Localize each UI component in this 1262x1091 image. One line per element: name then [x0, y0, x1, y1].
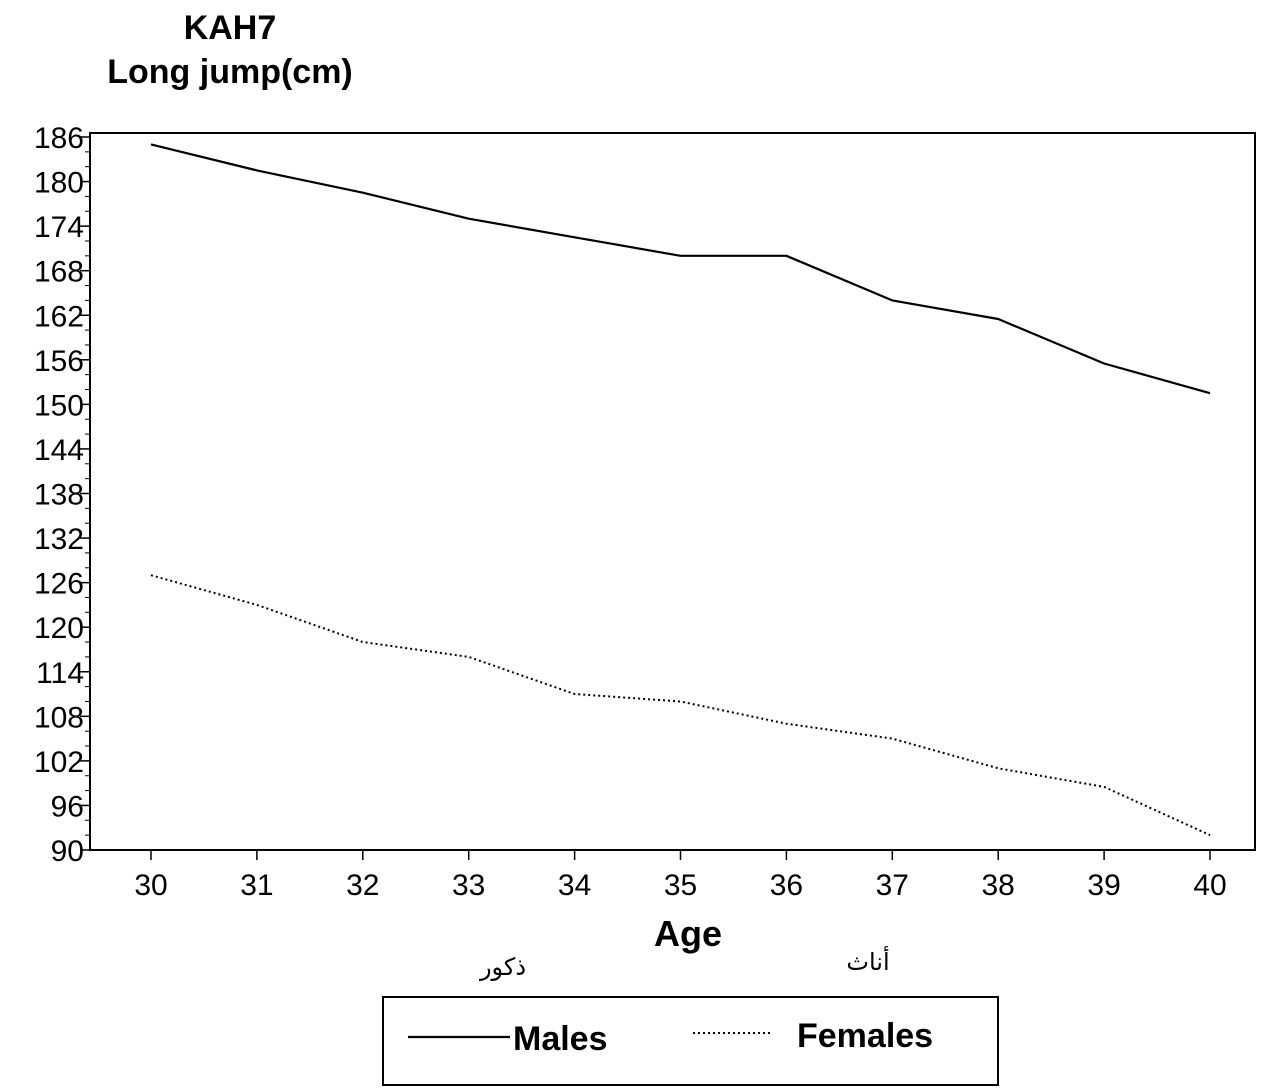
chart-title: KAH7	[183, 9, 277, 47]
x-tick-label: 37	[876, 869, 909, 902]
x-tick-label: 33	[452, 869, 485, 902]
x-tick-label: 30	[134, 869, 167, 902]
y-tick-label: 96	[51, 790, 84, 823]
legend-label-males: Males	[513, 1020, 608, 1058]
chart-subtitle: Long jump(cm)	[107, 53, 353, 91]
y-tick-label: 90	[51, 835, 84, 868]
x-tick-label: 31	[240, 869, 273, 902]
y-tick-label: 132	[34, 523, 84, 556]
y-tick-label: 108	[34, 701, 84, 734]
x-tick-label: 39	[1087, 869, 1120, 902]
series-line-males	[150, 143, 1211, 395]
males-arabic-label: ذكور	[479, 953, 526, 981]
x-tick-label: 38	[982, 869, 1015, 902]
x-tick-label: 32	[346, 869, 379, 902]
x-tick-label: 34	[558, 869, 591, 902]
legend-label-females: Females	[797, 1017, 933, 1055]
legend: Males Females	[382, 996, 999, 1086]
y-tick-label: 150	[34, 389, 84, 422]
y-tick-label: 168	[34, 256, 84, 289]
y-tick-label: 138	[34, 479, 84, 512]
y-tick-label: 114	[36, 657, 84, 690]
x-tick-label: 36	[770, 869, 803, 902]
y-tick-label: 144	[34, 434, 84, 467]
y-tick-label: 126	[34, 568, 84, 601]
y-tick-label: 102	[34, 746, 84, 779]
legend-box	[382, 996, 999, 1086]
y-tick-label: 156	[34, 345, 84, 378]
y-tick-label: 162	[34, 300, 84, 333]
x-axis-label: Age	[654, 913, 722, 954]
x-tick-label: 40	[1193, 869, 1226, 902]
y-tick-label: 186	[34, 122, 84, 155]
plot-area	[89, 132, 1256, 851]
y-tick-label: 120	[34, 612, 84, 645]
y-tick-label: 180	[34, 167, 84, 200]
series-line-females	[150, 574, 1211, 837]
females-arabic-label: أناث	[846, 946, 889, 976]
y-tick-label: 174	[34, 211, 84, 244]
x-tick-label: 35	[664, 869, 697, 902]
